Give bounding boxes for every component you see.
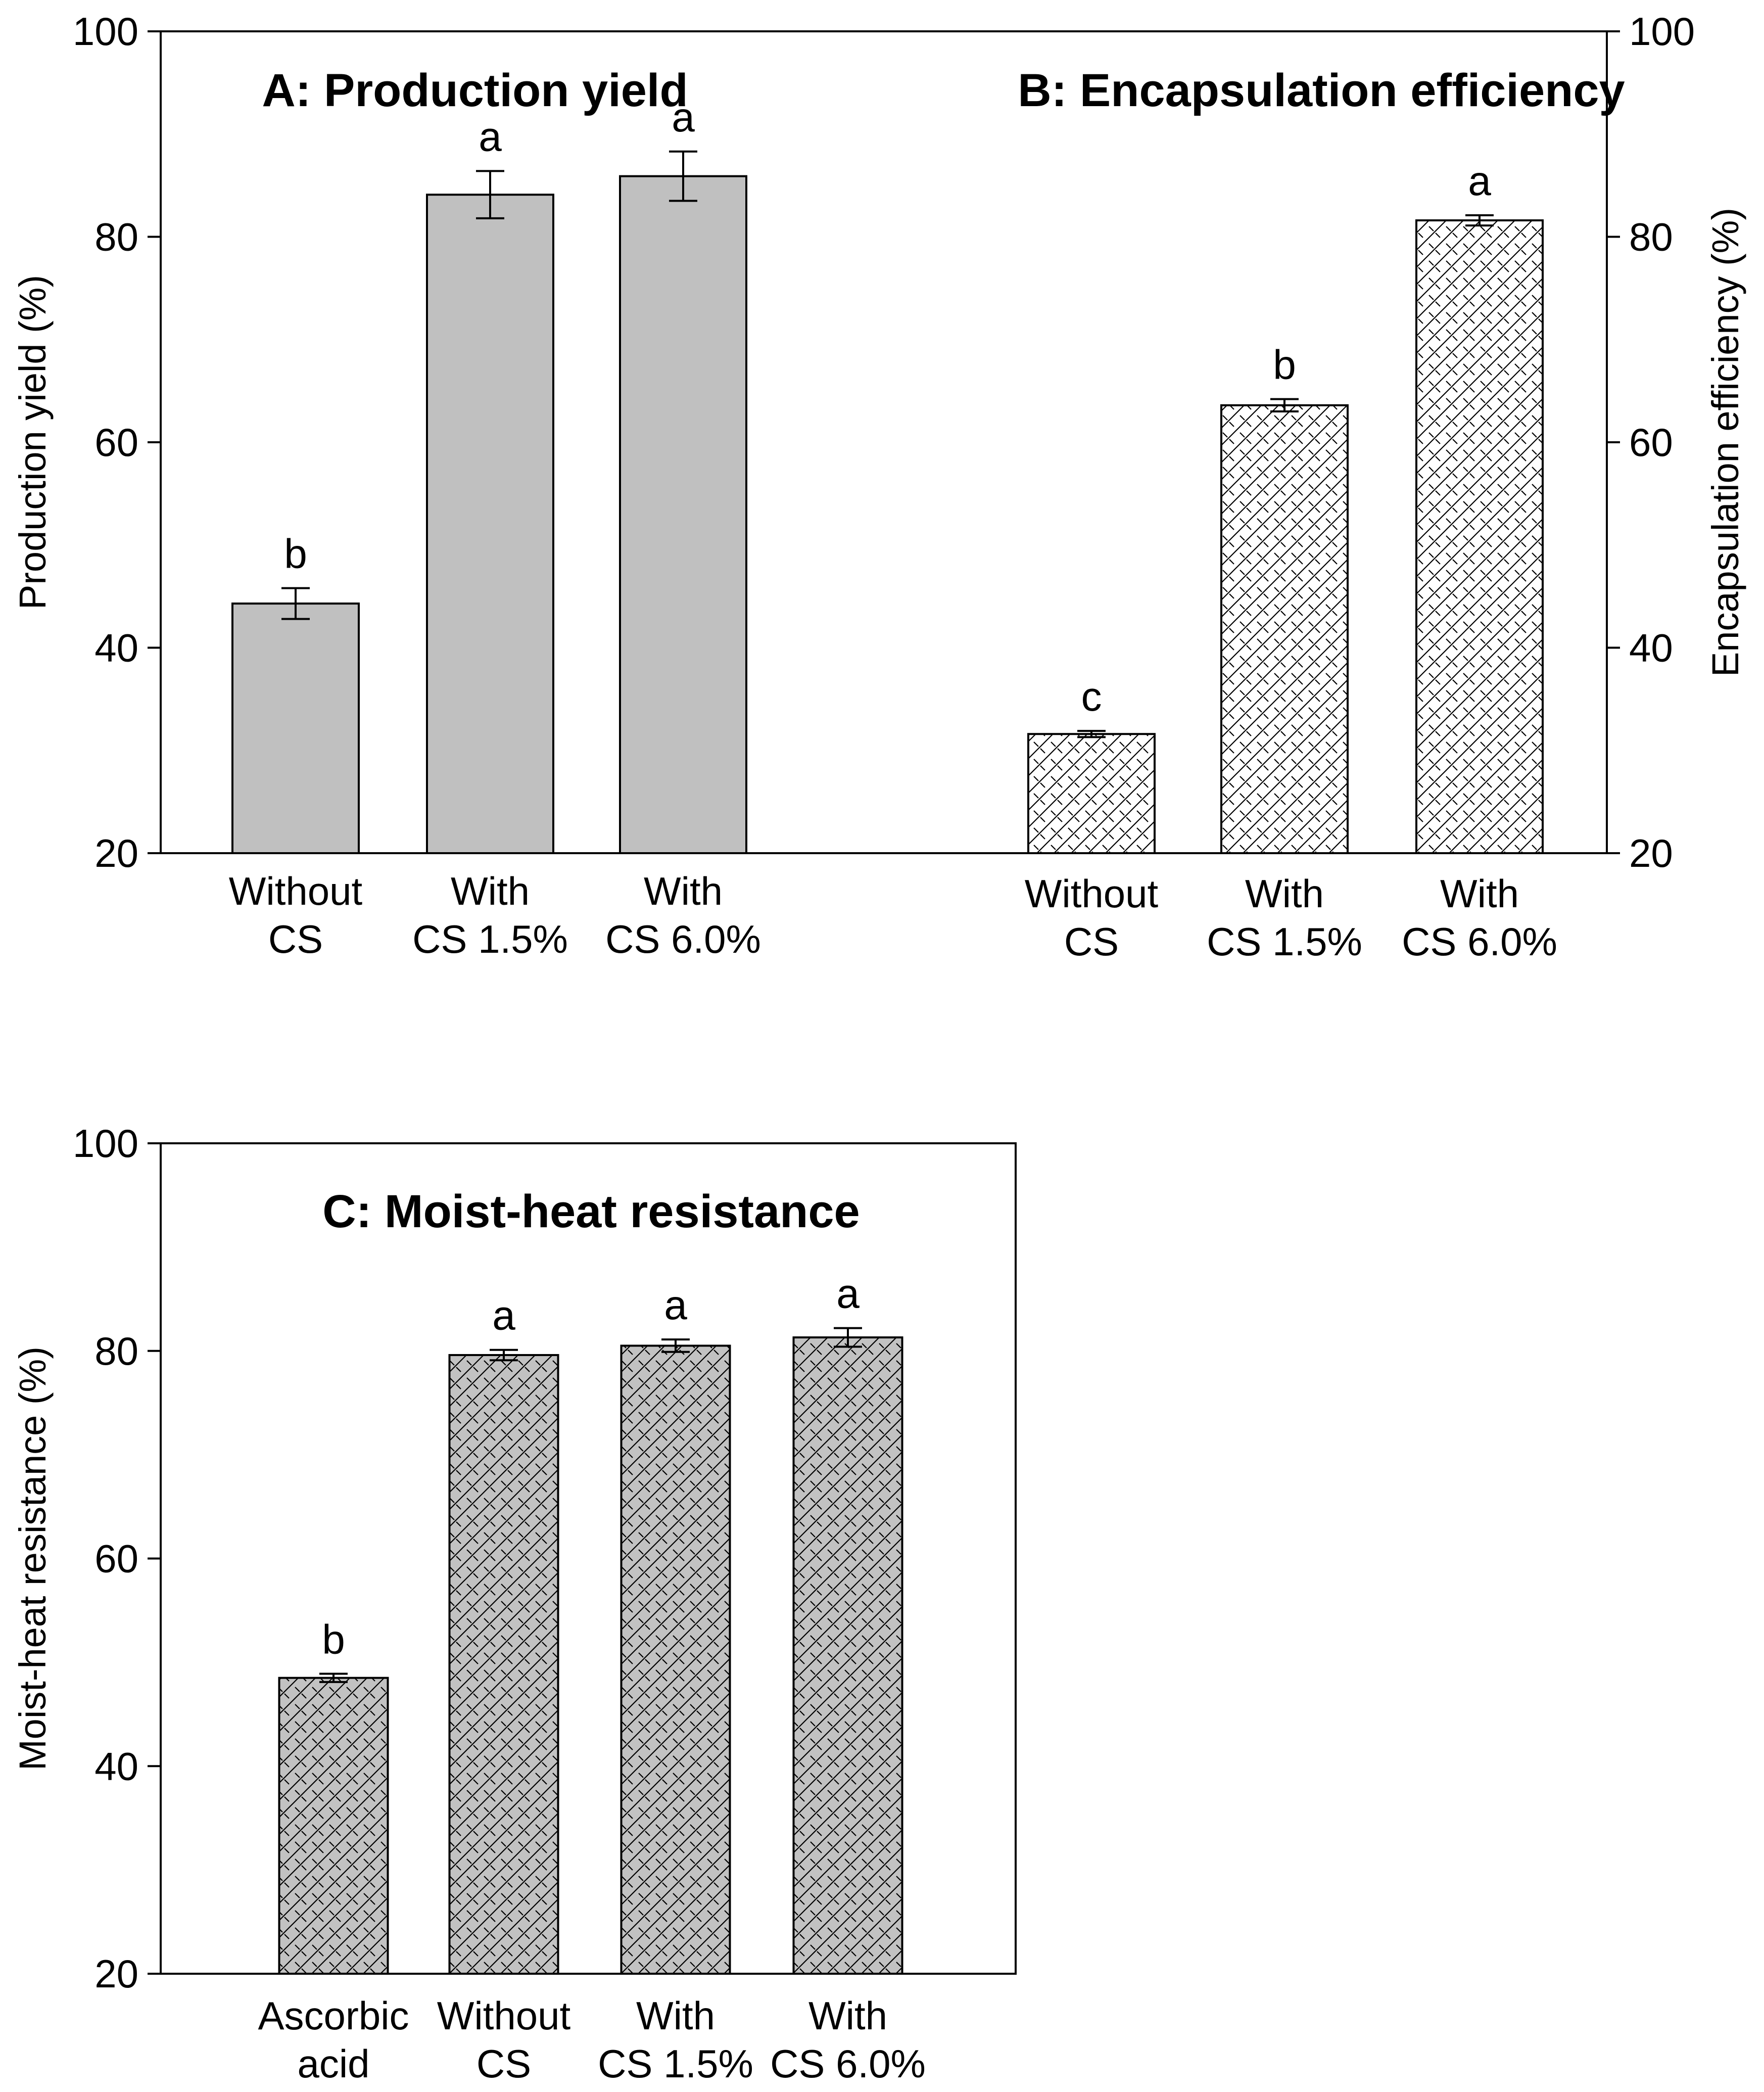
bar	[792, 1336, 903, 1975]
y-tick-label: 20	[1629, 831, 1673, 875]
significance-letter: b	[1273, 342, 1296, 388]
x-category-label: CS 6.0%	[1402, 919, 1557, 964]
significance-letter: b	[322, 1616, 345, 1662]
y-axis-title: Moist-heat resistance (%)	[12, 1346, 54, 1771]
panel-c: 20 40 60 80 100 Moist-heat resistance (%) C: M…	[12, 1121, 1017, 2086]
x-category-label: CS 1.5%	[1207, 919, 1362, 964]
y-tick-label: 20	[94, 1951, 138, 1996]
significance-letter: c	[1081, 674, 1102, 720]
x-category-label: CS	[1064, 919, 1119, 964]
bar	[1220, 404, 1349, 854]
y-tick-label: 40	[1629, 626, 1673, 670]
panel-a: 20 40 60 80 100 Production yield (%) A: Produc…	[12, 9, 1607, 961]
significance-letter: a	[664, 1282, 687, 1328]
significance-letter: a	[492, 1293, 515, 1339]
x-category-label: Without	[1025, 871, 1159, 916]
significance-letter: a	[836, 1271, 860, 1317]
x-category-label: CS 1.5%	[598, 2041, 753, 2086]
x-category-label: CS	[476, 2041, 531, 2086]
y-axis-title: Production yield (%)	[12, 275, 54, 610]
significance-letter: a	[672, 95, 695, 141]
x-category-label: Without	[229, 869, 363, 913]
significance-letter: b	[284, 531, 307, 577]
x-category-label: CS 1.5%	[412, 917, 568, 961]
y-tick-label: 20	[94, 831, 138, 875]
y-tick-label: 100	[73, 9, 138, 54]
panel-title: A: Production yield	[262, 65, 688, 116]
x-category-label: With	[644, 869, 723, 913]
y-axis-title: Encapsulation efficiency (%)	[1704, 208, 1746, 677]
x-category-label: acid	[297, 2041, 369, 2086]
panel-title: B: Encapsulation efficiency	[1018, 65, 1625, 116]
y-tick-label: 40	[94, 626, 138, 670]
y-tick-label: 60	[94, 1537, 138, 1581]
y-tick-label: 40	[94, 1744, 138, 1788]
bar	[426, 194, 554, 855]
y-tick-label: 60	[94, 420, 138, 464]
y-tick-label: 100	[73, 1121, 138, 1166]
x-category-label: Without	[437, 1993, 571, 2038]
y-tick-label: 80	[1629, 215, 1673, 259]
panel-b: 20 40 60 80 100 Encapsulation efficiency (%) B…	[1018, 9, 1746, 964]
x-category-label: CS	[268, 917, 323, 961]
significance-letter: a	[479, 114, 502, 160]
y-tick-label: 100	[1629, 9, 1695, 54]
x-category-label: With	[808, 1993, 887, 2038]
x-category-label: With	[1440, 871, 1519, 916]
panels-layer: 20 40 60 80 100 Production yield (%) A: Produc…	[12, 9, 1746, 2086]
bar	[620, 1344, 731, 1975]
x-category-label: Ascorbic	[258, 1993, 409, 2038]
x-category-label: CS 6.0%	[770, 2041, 926, 2086]
y-tick-label: 80	[94, 1329, 138, 1373]
bar	[231, 602, 360, 855]
x-category-label: With	[451, 869, 530, 913]
panel-title: C: Moist-heat resistance	[322, 1186, 860, 1237]
x-category-label: CS 6.0%	[605, 917, 761, 961]
significance-letter: a	[1468, 158, 1491, 204]
bar	[619, 175, 747, 854]
bar	[1027, 733, 1156, 854]
bar	[1415, 219, 1544, 855]
bar	[278, 1677, 389, 1975]
x-category-label: With	[636, 1993, 715, 2038]
y-tick-label: 60	[1629, 420, 1673, 464]
bar	[448, 1354, 559, 1975]
y-tick-label: 80	[94, 215, 138, 259]
x-category-label: With	[1245, 871, 1324, 916]
